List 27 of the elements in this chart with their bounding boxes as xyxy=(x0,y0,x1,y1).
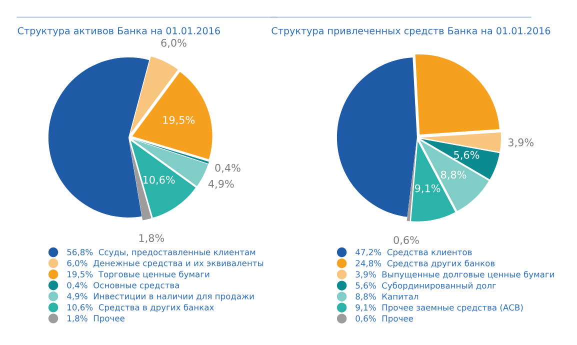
data-label: 10,6% xyxy=(143,176,175,185)
legend-label: 24,8% Средства других банков xyxy=(356,260,495,268)
data-label: 5,6% xyxy=(454,150,480,160)
data-label: 1,8% xyxy=(139,234,164,244)
chart-title: Структура активов Банка на 01.01.2016 xyxy=(18,27,220,36)
legend-label: 19,5% Торговые ценные бумаги xyxy=(68,270,210,280)
legend-label: 47,2% Средства клиентов xyxy=(356,248,472,257)
data-label: 0,6% xyxy=(394,236,419,246)
legend-label: 6,0% Денежные средства и их эквиваленты xyxy=(67,260,264,268)
legend-label: 56,8% Ссуды, предоставленные клиентам xyxy=(67,248,256,257)
data-label: 6,0% xyxy=(161,38,186,48)
data-label: 9,1% xyxy=(414,184,440,194)
legend-label: 1,8% Прочее xyxy=(68,315,124,324)
legend-label: 9,1% Прочее заемные средства (АСВ) xyxy=(356,304,523,312)
legend-label: 5,6% Субординированный долг xyxy=(356,282,496,290)
legend-label: 0,4% Основные средства xyxy=(67,282,179,290)
data-label: 19,5% xyxy=(163,116,195,125)
legend-label: 10,6% Средства в других банках xyxy=(68,304,214,312)
data-label: 4,9% xyxy=(208,180,234,189)
legend-label: 8,8% Капитал xyxy=(356,293,418,300)
data-label: 8,8% xyxy=(440,170,466,180)
chart-title: Структура привлеченных средств Банка на 01.01.2016 xyxy=(272,27,550,36)
legend-label: 3,9% Выпущенные долговые ценные бумаги xyxy=(356,270,554,280)
legend-label: 4,9% Инвестиции в наличии для продажи xyxy=(67,293,254,301)
legend-label: 0,6% Прочее xyxy=(356,315,413,324)
data-label: 3,9% xyxy=(508,138,534,148)
data-label: 0,4% xyxy=(215,164,240,173)
